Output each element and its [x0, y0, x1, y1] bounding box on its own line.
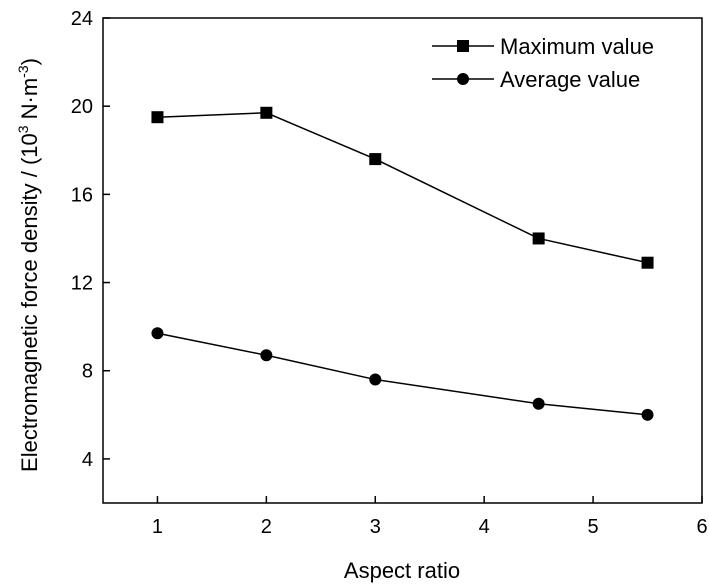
y-axis-title-close: ) [17, 58, 42, 65]
data-point [532, 397, 545, 410]
y-axis-title-unit: N·m [17, 78, 42, 126]
x-tick-label: 5 [588, 516, 599, 538]
x-tick-label: 2 [261, 516, 272, 538]
data-point [151, 111, 164, 124]
plot-frame [102, 17, 703, 504]
legend-item: Average value [432, 67, 640, 92]
y-tick-label: 8 [82, 361, 93, 383]
x-tick-label: 6 [696, 516, 707, 538]
y-axis-title-exponent: 3 [15, 125, 31, 133]
x-tick-label: 3 [370, 516, 381, 538]
legend-marker [457, 40, 469, 52]
y-tick-label: 20 [71, 96, 93, 118]
y-axis: 4 8 12 16 20 24 [71, 8, 110, 471]
x-tick-label: 4 [479, 516, 490, 538]
legend-label: Maximum value [500, 34, 654, 59]
y-tick-label: 24 [71, 8, 93, 30]
x-tick-label: 1 [152, 516, 163, 538]
y-tick-label: 4 [82, 449, 93, 471]
x-axis: 1 2 3 4 5 6 [152, 496, 708, 538]
data-point [369, 373, 382, 386]
data-point [369, 153, 382, 166]
data-point [532, 232, 545, 245]
series-layer [151, 106, 654, 421]
data-point [151, 327, 164, 340]
legend-item: Maximum value [432, 34, 654, 59]
legend-label: Average value [500, 67, 640, 92]
series-square [151, 106, 654, 269]
series-line [157, 112, 648, 264]
legend: Maximum value Average value [432, 34, 654, 92]
y-tick-label: 16 [71, 184, 93, 206]
y-axis-title: Electromagnetic force density / (103 N·m… [15, 58, 42, 472]
data-point [641, 408, 654, 421]
legend-marker [457, 73, 469, 85]
y-tick-label: 12 [71, 273, 93, 295]
data-point [260, 349, 273, 362]
data-point [260, 106, 273, 119]
x-axis-title: Aspect ratio [344, 558, 460, 583]
y-axis-title-unit-exponent: -3 [15, 65, 31, 78]
series-circle [151, 327, 654, 421]
data-point [641, 256, 654, 269]
series-line [157, 332, 648, 416]
